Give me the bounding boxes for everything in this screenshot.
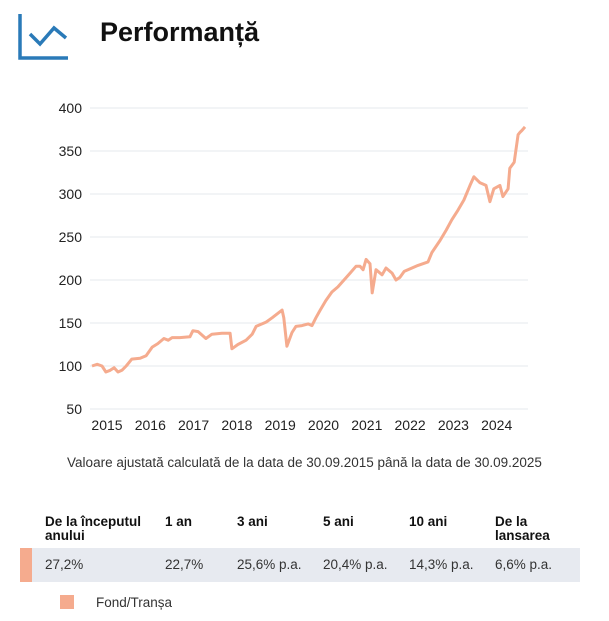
performance-chart: 50 100 150 200 250 300 350 400 2015 2016 2017 2018 2… xyxy=(59,100,528,433)
column-header: De la începutul anului xyxy=(45,514,142,543)
x-tick-label: 2023 xyxy=(438,417,469,433)
y-tick-label: 250 xyxy=(59,229,83,245)
table-cell: 22,7% xyxy=(165,557,204,572)
table-cell: 27,2% xyxy=(45,557,84,572)
x-tick-label: 2017 xyxy=(178,417,209,433)
y-tick-label: 300 xyxy=(59,186,83,202)
column-header: 5 ani xyxy=(323,514,354,529)
table-cell: 14,3% p.a. xyxy=(409,557,474,572)
x-tick-label: 2020 xyxy=(308,417,339,433)
table-cell: 25,6% p.a. xyxy=(237,557,302,572)
y-tick-label: 150 xyxy=(59,315,83,331)
x-tick-label: 2024 xyxy=(481,417,512,433)
line-chart-icon xyxy=(18,14,68,60)
x-tick-label: 2018 xyxy=(221,417,252,433)
legend-label: Fond/Tranșa xyxy=(96,595,173,610)
column-header: De la lansarea xyxy=(495,514,550,543)
x-tick-label: 2016 xyxy=(135,417,166,433)
column-header: 3 ani xyxy=(237,514,268,529)
legend-swatch xyxy=(60,595,74,609)
row-color-marker xyxy=(20,548,32,582)
column-header: 10 ani xyxy=(409,514,448,529)
chart-caption: Valoare ajustată calculată de la data de… xyxy=(67,455,542,470)
y-tick-label: 400 xyxy=(59,100,83,116)
table-cell: 20,4% p.a. xyxy=(323,557,388,572)
table-cell: 6,6% p.a. xyxy=(495,557,553,572)
series-line xyxy=(91,125,527,374)
page-title: Performanță xyxy=(100,17,260,47)
x-tick-label: 2022 xyxy=(395,417,426,433)
column-header: 1 an xyxy=(165,514,193,529)
x-tick-label: 2019 xyxy=(265,417,296,433)
y-tick-label: 200 xyxy=(59,272,83,288)
y-tick-label: 50 xyxy=(66,401,82,417)
table-row xyxy=(20,548,580,582)
y-tick-label: 350 xyxy=(59,143,83,159)
x-tick-label: 2021 xyxy=(351,417,382,433)
y-tick-label: 100 xyxy=(59,358,83,374)
x-tick-label: 2015 xyxy=(91,417,122,433)
